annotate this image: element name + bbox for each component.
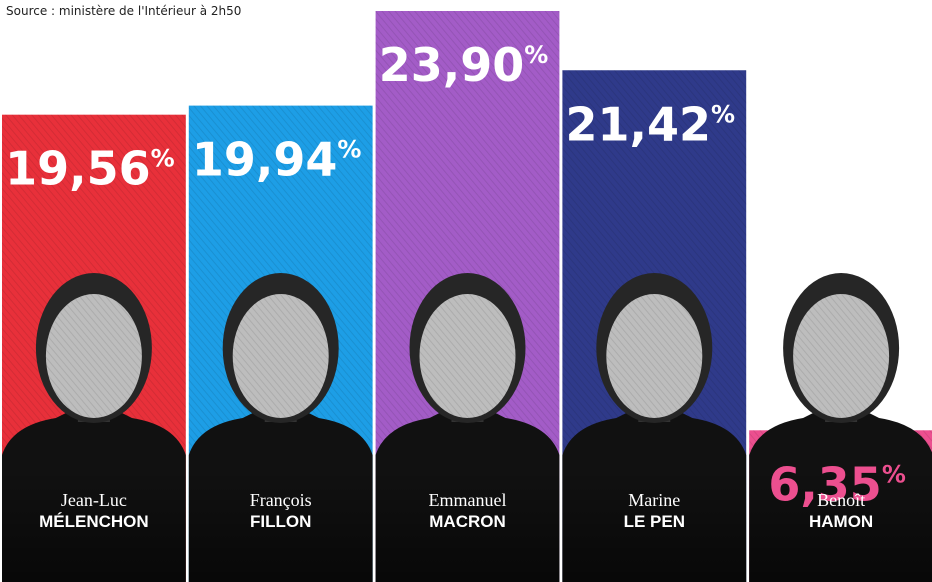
candidate-last-name: LE PEN bbox=[624, 512, 685, 531]
portrait-face-texture bbox=[419, 294, 516, 418]
bar-value-label: 19,94% bbox=[192, 133, 362, 187]
label-shade bbox=[2, 470, 186, 582]
candidate-last-name: MÉLENCHON bbox=[39, 512, 149, 531]
portrait-face-texture bbox=[45, 294, 142, 418]
candidate-first-name: Marine bbox=[628, 490, 680, 510]
bar-value-label: 19,56% bbox=[5, 142, 175, 196]
bar-value-label: 6,35% bbox=[768, 457, 906, 511]
label-shade bbox=[188, 470, 373, 582]
portrait-face-texture bbox=[606, 294, 703, 418]
candidate-first-name: Emmanuel bbox=[429, 490, 507, 510]
candidate-first-name: François bbox=[250, 490, 312, 510]
candidate-last-name: HAMON bbox=[809, 512, 873, 531]
label-shade bbox=[375, 470, 560, 582]
candidate-last-name: MACRON bbox=[429, 512, 506, 531]
portrait-face-texture bbox=[232, 294, 329, 418]
label-shade bbox=[562, 470, 747, 582]
bar-group: 23,90% Emmanuel MACRON bbox=[375, 11, 560, 582]
bar-group: 21,42% Marine LE PEN bbox=[562, 70, 747, 582]
candidate-last-name: FILLON bbox=[250, 512, 311, 531]
bar-group: 19,94% François FILLON bbox=[188, 105, 373, 582]
bar-value-label: 23,90% bbox=[379, 38, 549, 92]
bar-group: 19,56% Jean-Luc MÉLENCHON bbox=[2, 114, 186, 582]
label-shade bbox=[749, 470, 932, 582]
bar-value-label: 21,42% bbox=[566, 97, 736, 151]
candidate-first-name: Jean-Luc bbox=[61, 490, 127, 510]
candidate-first-name: Benoît bbox=[817, 490, 865, 510]
source-note: Source : ministère de l'Intérieur à 2h50 bbox=[6, 4, 242, 18]
bar-group: 6,35%Benoît HAMON bbox=[749, 273, 932, 582]
portrait-face-texture bbox=[793, 294, 890, 418]
